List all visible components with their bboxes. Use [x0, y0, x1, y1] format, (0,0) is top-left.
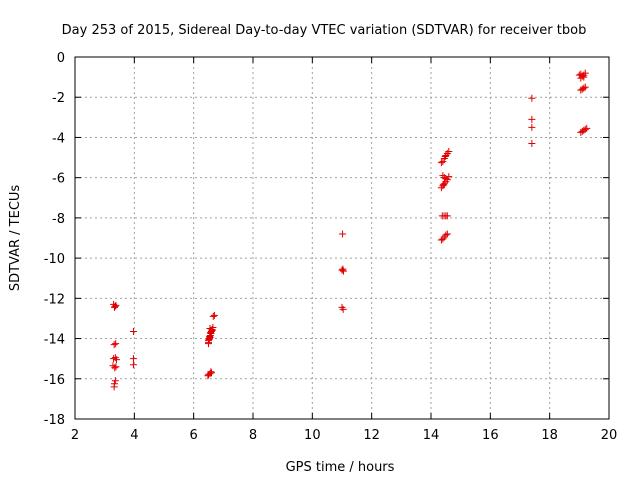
y-tick-label: -4 — [52, 131, 65, 146]
data-point-marker — [210, 311, 218, 319]
data-point-marker — [445, 173, 453, 181]
data-point-marker — [580, 84, 588, 92]
data-point-marker — [208, 327, 216, 335]
data-points — [109, 69, 591, 391]
y-tick-label: -8 — [52, 212, 65, 227]
grid-lines — [75, 57, 609, 419]
x-tick-label: 20 — [601, 428, 618, 443]
x-axis-label: GPS time / hours — [286, 460, 395, 475]
y-tick-label: -18 — [44, 413, 65, 428]
data-point-marker — [111, 377, 119, 385]
data-point-marker — [110, 341, 118, 349]
x-tick-label: 8 — [249, 428, 257, 443]
data-point-marker — [443, 230, 451, 238]
data-point-marker — [439, 181, 447, 189]
data-point-marker — [112, 363, 120, 371]
data-point-marker — [207, 369, 215, 377]
data-point-marker — [339, 230, 347, 238]
x-tick-label: 10 — [304, 428, 321, 443]
data-point-marker — [528, 139, 536, 147]
y-axis-label: SDTVAR / TECUs — [8, 185, 23, 292]
data-point-marker — [577, 74, 585, 82]
data-point-marker — [528, 94, 536, 102]
data-point-marker — [339, 305, 347, 313]
data-point-marker — [437, 159, 445, 167]
data-point-marker — [129, 361, 137, 369]
x-tick-label: 12 — [363, 428, 380, 443]
data-point-marker — [581, 125, 589, 133]
data-point-marker — [581, 83, 589, 91]
data-point-marker — [581, 69, 589, 77]
y-tick-label: 0 — [57, 51, 65, 66]
x-tick-label: 4 — [130, 428, 138, 443]
y-tick-label: -10 — [44, 252, 65, 267]
data-point-marker — [209, 323, 217, 331]
x-tick-label: 18 — [541, 428, 558, 443]
data-point-marker — [129, 328, 137, 336]
data-point-marker — [110, 383, 118, 391]
data-point-marker — [111, 302, 119, 310]
data-point-marker — [207, 368, 215, 376]
plot-frame — [74, 56, 610, 420]
data-point-marker — [209, 312, 217, 320]
data-point-marker — [129, 355, 137, 363]
data-point-marker — [445, 148, 453, 156]
data-point-marker — [443, 212, 451, 220]
data-point-marker — [583, 124, 591, 132]
y-tick-label: -6 — [52, 172, 65, 187]
data-point-marker — [441, 153, 449, 161]
data-point-marker — [110, 303, 118, 311]
y-tick-label: -12 — [44, 292, 65, 307]
data-point-marker — [338, 266, 346, 274]
data-point-marker — [205, 340, 212, 348]
data-point-marker — [111, 364, 119, 372]
y-tick-label: -16 — [44, 373, 65, 388]
data-point-marker — [113, 356, 121, 364]
x-tick-label: 14 — [423, 428, 440, 443]
data-point-marker — [442, 231, 450, 239]
data-point-marker — [528, 123, 536, 131]
axis-ticks: 2 4 6 8 10 12 14 16 18 20 0 -2 -4 -6 -8 -10 -12 -14 -16 -18 — [44, 51, 618, 443]
data-point-marker — [112, 340, 120, 348]
y-tick-label: -2 — [52, 91, 65, 106]
data-point-marker — [580, 73, 588, 81]
data-point-marker — [339, 265, 347, 273]
chart-title: Day 253 of 2015, Sidereal Day-to-day VTE… — [62, 23, 587, 38]
data-point-marker — [204, 372, 212, 380]
data-point-marker — [528, 115, 536, 123]
data-point-marker — [206, 333, 214, 341]
y-tick-label: -14 — [44, 333, 65, 348]
data-point-marker — [437, 236, 445, 244]
data-point-marker — [110, 355, 118, 363]
x-tick-label: 2 — [71, 428, 79, 443]
x-tick-label: 6 — [190, 428, 198, 443]
data-point-marker — [439, 158, 447, 166]
x-tick-label: 16 — [482, 428, 499, 443]
